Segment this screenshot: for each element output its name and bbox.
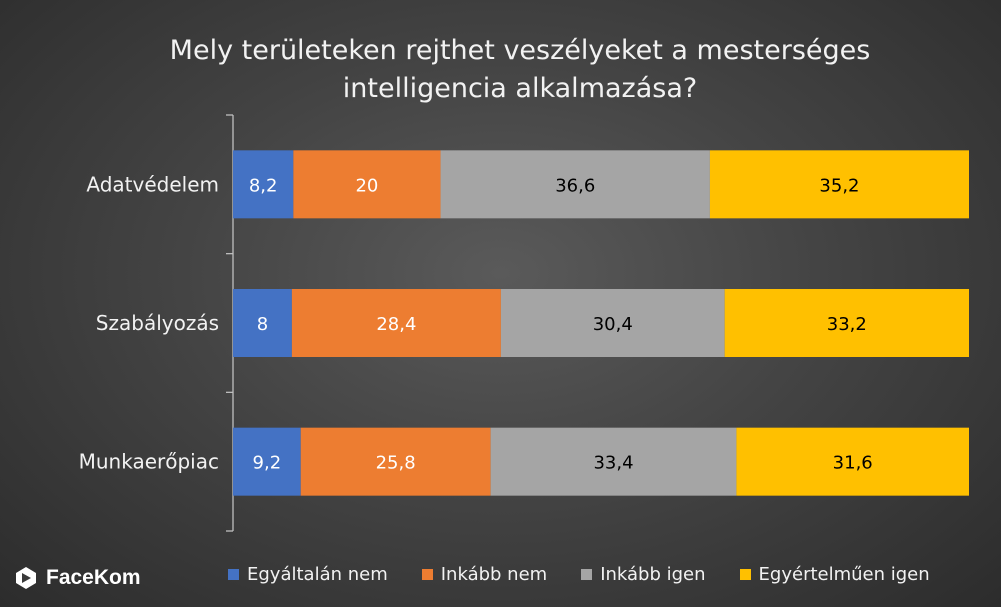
bar-segment <box>233 150 294 219</box>
data-label: 25,8 <box>376 453 416 474</box>
bar-segment <box>490 427 737 496</box>
legend-swatch <box>581 568 593 580</box>
data-label: 36,6 <box>555 175 595 196</box>
data-label: 30,4 <box>593 314 633 335</box>
bar-segment <box>709 150 969 219</box>
legend: Egyáltalán nem Inkább nem Inkább igen Eg… <box>228 560 930 588</box>
bar-segment <box>293 150 441 219</box>
category-label: Adatvédelem <box>86 172 219 196</box>
category-label: Szabályozás <box>96 311 219 335</box>
data-label: 20 <box>355 175 378 196</box>
brand-logo: FaceKom <box>14 566 141 590</box>
bar-segment <box>440 150 710 219</box>
data-label: 33,4 <box>593 453 633 474</box>
facekom-logo-icon <box>16 567 36 589</box>
legend-swatch <box>421 568 433 580</box>
legend-item-inkabb-igen: Inkább igen <box>581 563 706 585</box>
chart-plot: Mely területeken rejthet veszélyeket a m… <box>79 35 969 532</box>
data-label: 28,4 <box>376 314 416 335</box>
bar-segment <box>500 289 725 357</box>
legend-item-egyaltalan-nem: Egyáltalán nem <box>228 564 388 585</box>
legend-label: Inkább igen <box>600 563 706 585</box>
data-label: 31,6 <box>833 453 873 474</box>
category-label: Munkaerőpiac <box>79 450 219 474</box>
legend-label: Egyértelműen igen <box>758 563 930 585</box>
bar-segment <box>233 289 292 357</box>
data-label: 33,2 <box>827 314 867 335</box>
brand-name: FaceKom <box>46 566 141 589</box>
data-label: 8,2 <box>249 175 278 196</box>
bar-segment <box>724 289 969 357</box>
legend-label: Egyáltalán nem <box>247 563 388 585</box>
data-label: 8 <box>257 314 268 335</box>
legend-label: Inkább nem <box>440 563 548 585</box>
legend-item-egyertelmuen-igen: Egyértelműen igen <box>739 563 930 585</box>
legend-swatch <box>228 568 239 580</box>
legend-item-inkabb-nem: Inkább nem <box>421 563 548 585</box>
data-label: 35,2 <box>819 175 859 196</box>
data-label: 9,2 <box>253 453 282 474</box>
bar-segment <box>300 427 491 496</box>
bar-segment <box>233 427 301 496</box>
chart-title-line-2: intelligencia alkalmazása? <box>343 73 697 104</box>
legend-swatch <box>739 568 751 580</box>
chart-title-line-1: Mely területeken rejthet veszélyeket a m… <box>170 35 871 66</box>
bar-segment <box>291 289 501 357</box>
bar-segment <box>736 427 969 496</box>
